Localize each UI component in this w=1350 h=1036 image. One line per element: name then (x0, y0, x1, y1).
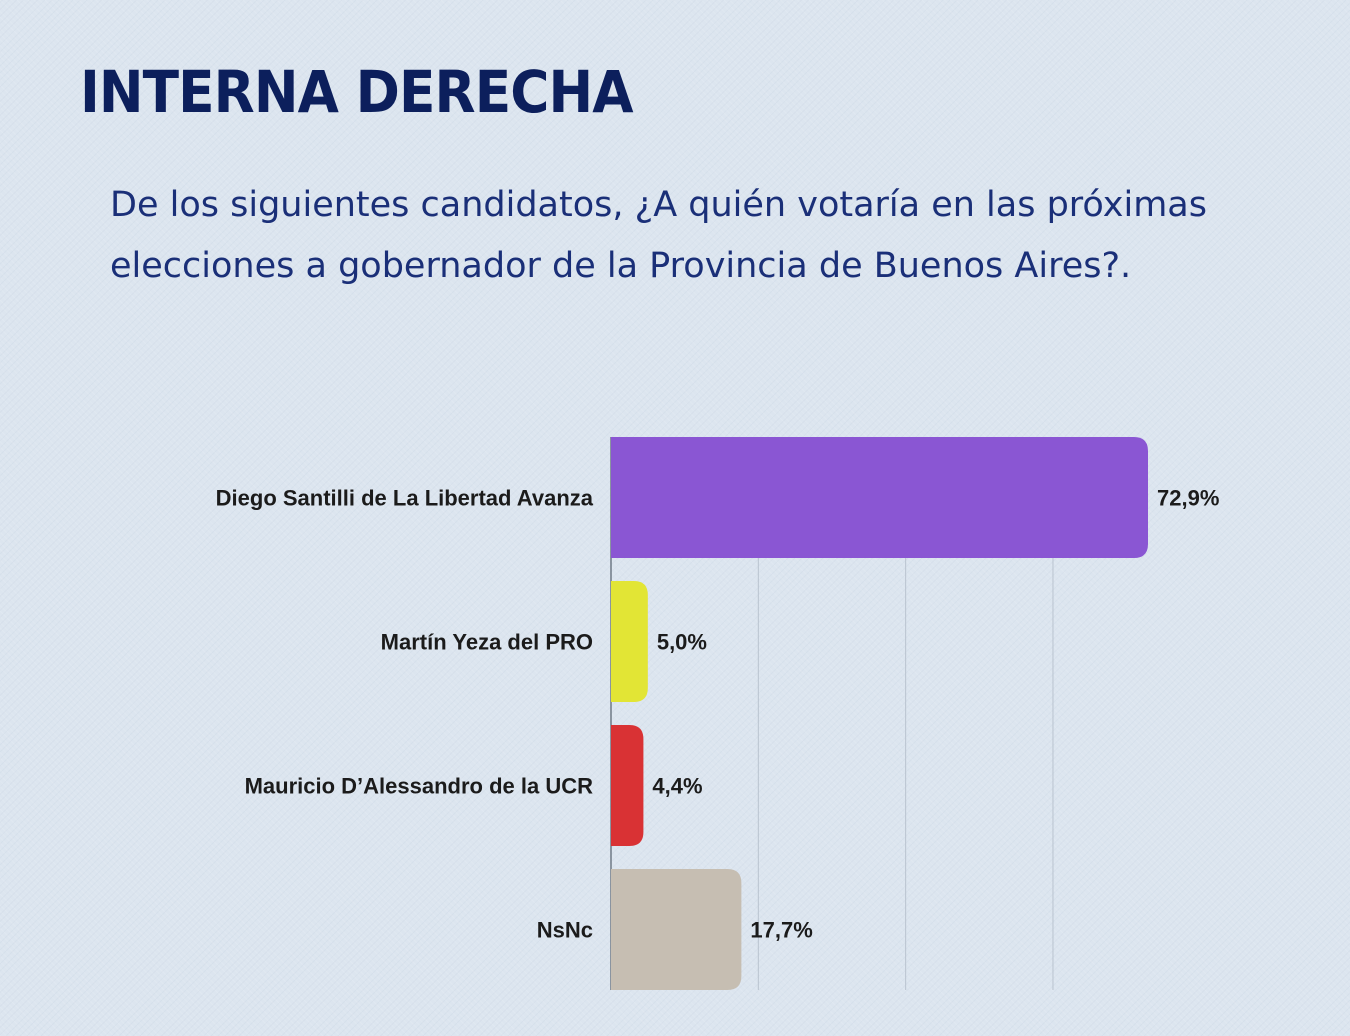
category-label-4: NsNc (537, 918, 593, 943)
chart-subtitle: De los siguientes candidatos, ¿A quién v… (110, 185, 1207, 286)
category-label-2: Martín Yeza del PRO (381, 630, 593, 655)
bar-2 (611, 581, 648, 702)
chart-title: INTERNA DERECHA (80, 58, 634, 126)
value-label-1: 72,9% (1157, 486, 1219, 511)
bar-1 (611, 437, 1148, 558)
bar-3 (611, 725, 644, 846)
category-label-3: Mauricio D’Alessandro de la UCR (245, 774, 594, 799)
value-label-2: 5,0% (657, 630, 707, 655)
category-label-1: Diego Santilli de La Libertad Avanza (216, 486, 594, 511)
value-label-4: 17,7% (750, 918, 812, 943)
bar-4 (611, 869, 742, 990)
value-label-3: 4,4% (652, 774, 702, 799)
